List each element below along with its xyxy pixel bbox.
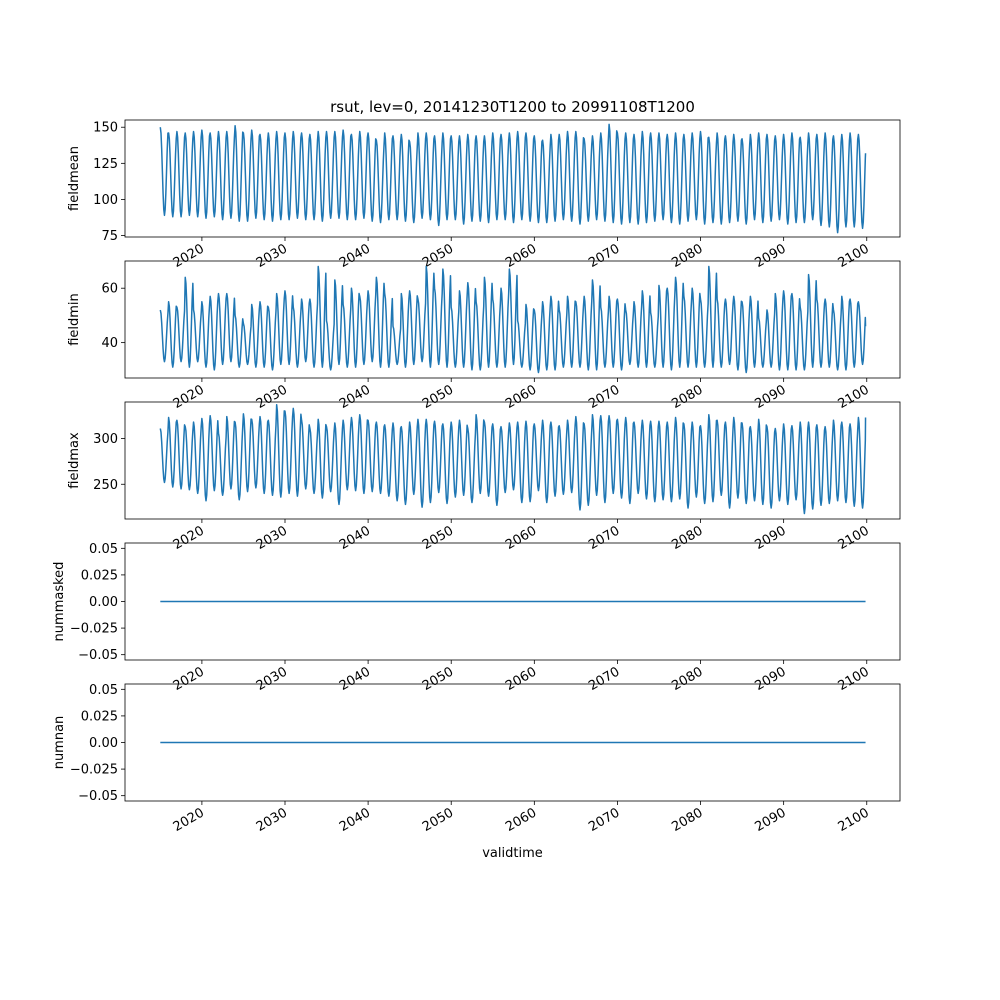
y-tick-label: −0.025 (70, 763, 118, 778)
series-line-fieldmin (159, 265, 867, 374)
axes-frame (124, 119, 901, 238)
axes-frame (124, 683, 901, 802)
series-line-fieldmax (159, 403, 867, 515)
y-tick-label: 300 (93, 432, 118, 447)
y-tick-label: 125 (93, 157, 118, 172)
y-axis-label: numnan (52, 716, 67, 770)
y-tick-label: 0.00 (89, 595, 118, 610)
chart-title: rsut, lev=0, 20141230T1200 to 20991108T1… (330, 98, 695, 116)
y-tick-label: −0.025 (70, 622, 118, 637)
y-tick-label: 75 (101, 229, 118, 244)
y-tick-label: 0.025 (81, 568, 118, 583)
y-tick-label: 0.025 (81, 709, 118, 724)
y-tick-label: −0.05 (78, 789, 118, 804)
y-axis-label: fieldmean (67, 146, 82, 211)
y-tick-label: 150 (93, 121, 118, 136)
axes-frame (124, 401, 901, 520)
y-axis-label: nummasked (52, 562, 67, 642)
x-axis-label: validtime (482, 846, 543, 861)
y-tick-label: 100 (93, 193, 118, 208)
y-tick-label: 40 (101, 336, 118, 351)
axes-frame (124, 260, 901, 379)
y-tick-label: −0.05 (78, 648, 118, 663)
y-tick-label: 0.05 (89, 683, 118, 698)
y-tick-label: 250 (93, 478, 118, 493)
y-tick-label: 60 (101, 282, 118, 297)
series-line-fieldmean (159, 123, 867, 234)
y-tick-label: 0.00 (89, 736, 118, 751)
y-axis-label: fieldmax (67, 432, 82, 489)
axes-frame (124, 542, 901, 661)
y-tick-label: 0.05 (89, 542, 118, 557)
y-axis-label: fieldmin (67, 293, 82, 346)
